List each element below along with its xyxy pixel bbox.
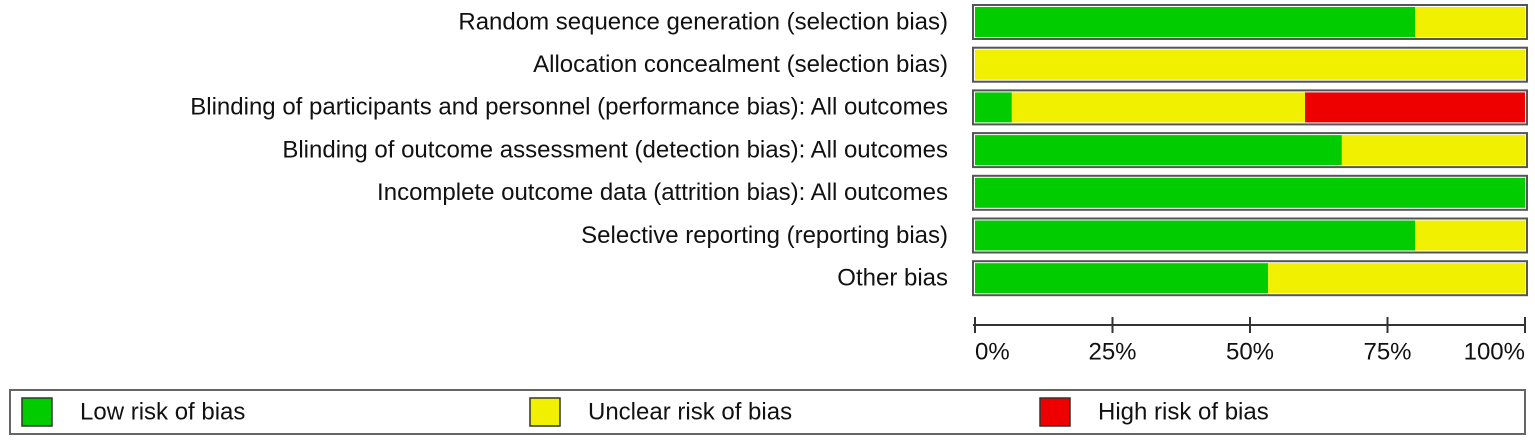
legend-label: Low risk of bias xyxy=(80,398,245,425)
bar-segment xyxy=(975,263,1269,294)
category-label: Selective reporting (reporting bias) xyxy=(581,222,948,249)
bar-segment xyxy=(975,135,1342,166)
x-tick-label: 75% xyxy=(1363,338,1411,365)
bar-segment xyxy=(1011,92,1305,123)
bar-segment xyxy=(975,7,1415,37)
x-tick-label: 50% xyxy=(1226,338,1274,365)
category-label: Random sequence generation (selection bi… xyxy=(458,8,948,35)
bar-segment xyxy=(975,220,1415,251)
bar-segment xyxy=(1268,263,1525,294)
bar-segment xyxy=(1415,220,1525,251)
bar-segment xyxy=(975,177,1525,208)
category-label: Allocation concealment (selection bias) xyxy=(533,51,948,78)
bar-segment xyxy=(1341,135,1525,166)
legend-swatch xyxy=(529,397,561,427)
bar-segment xyxy=(975,49,1525,80)
bar-segment xyxy=(1305,92,1525,123)
category-label: Blinding of participants and personnel (… xyxy=(190,94,948,121)
category-label: Other bias xyxy=(837,265,948,292)
x-tick-label: 0% xyxy=(975,338,1010,365)
legend-box xyxy=(9,389,1526,435)
legend-label: High risk of bias xyxy=(1098,398,1269,425)
category-label: Blinding of outcome assessment (detectio… xyxy=(282,136,948,163)
x-tick-label: 100% xyxy=(1464,338,1525,365)
bar-segment xyxy=(1415,7,1525,37)
legend-label: Unclear risk of bias xyxy=(588,398,792,425)
legend-swatch xyxy=(1039,397,1071,427)
bar-segment xyxy=(975,92,1012,123)
category-label: Incomplete outcome data (attrition bias)… xyxy=(377,179,948,206)
legend-swatch xyxy=(21,397,53,427)
x-tick-label: 25% xyxy=(1088,338,1136,365)
